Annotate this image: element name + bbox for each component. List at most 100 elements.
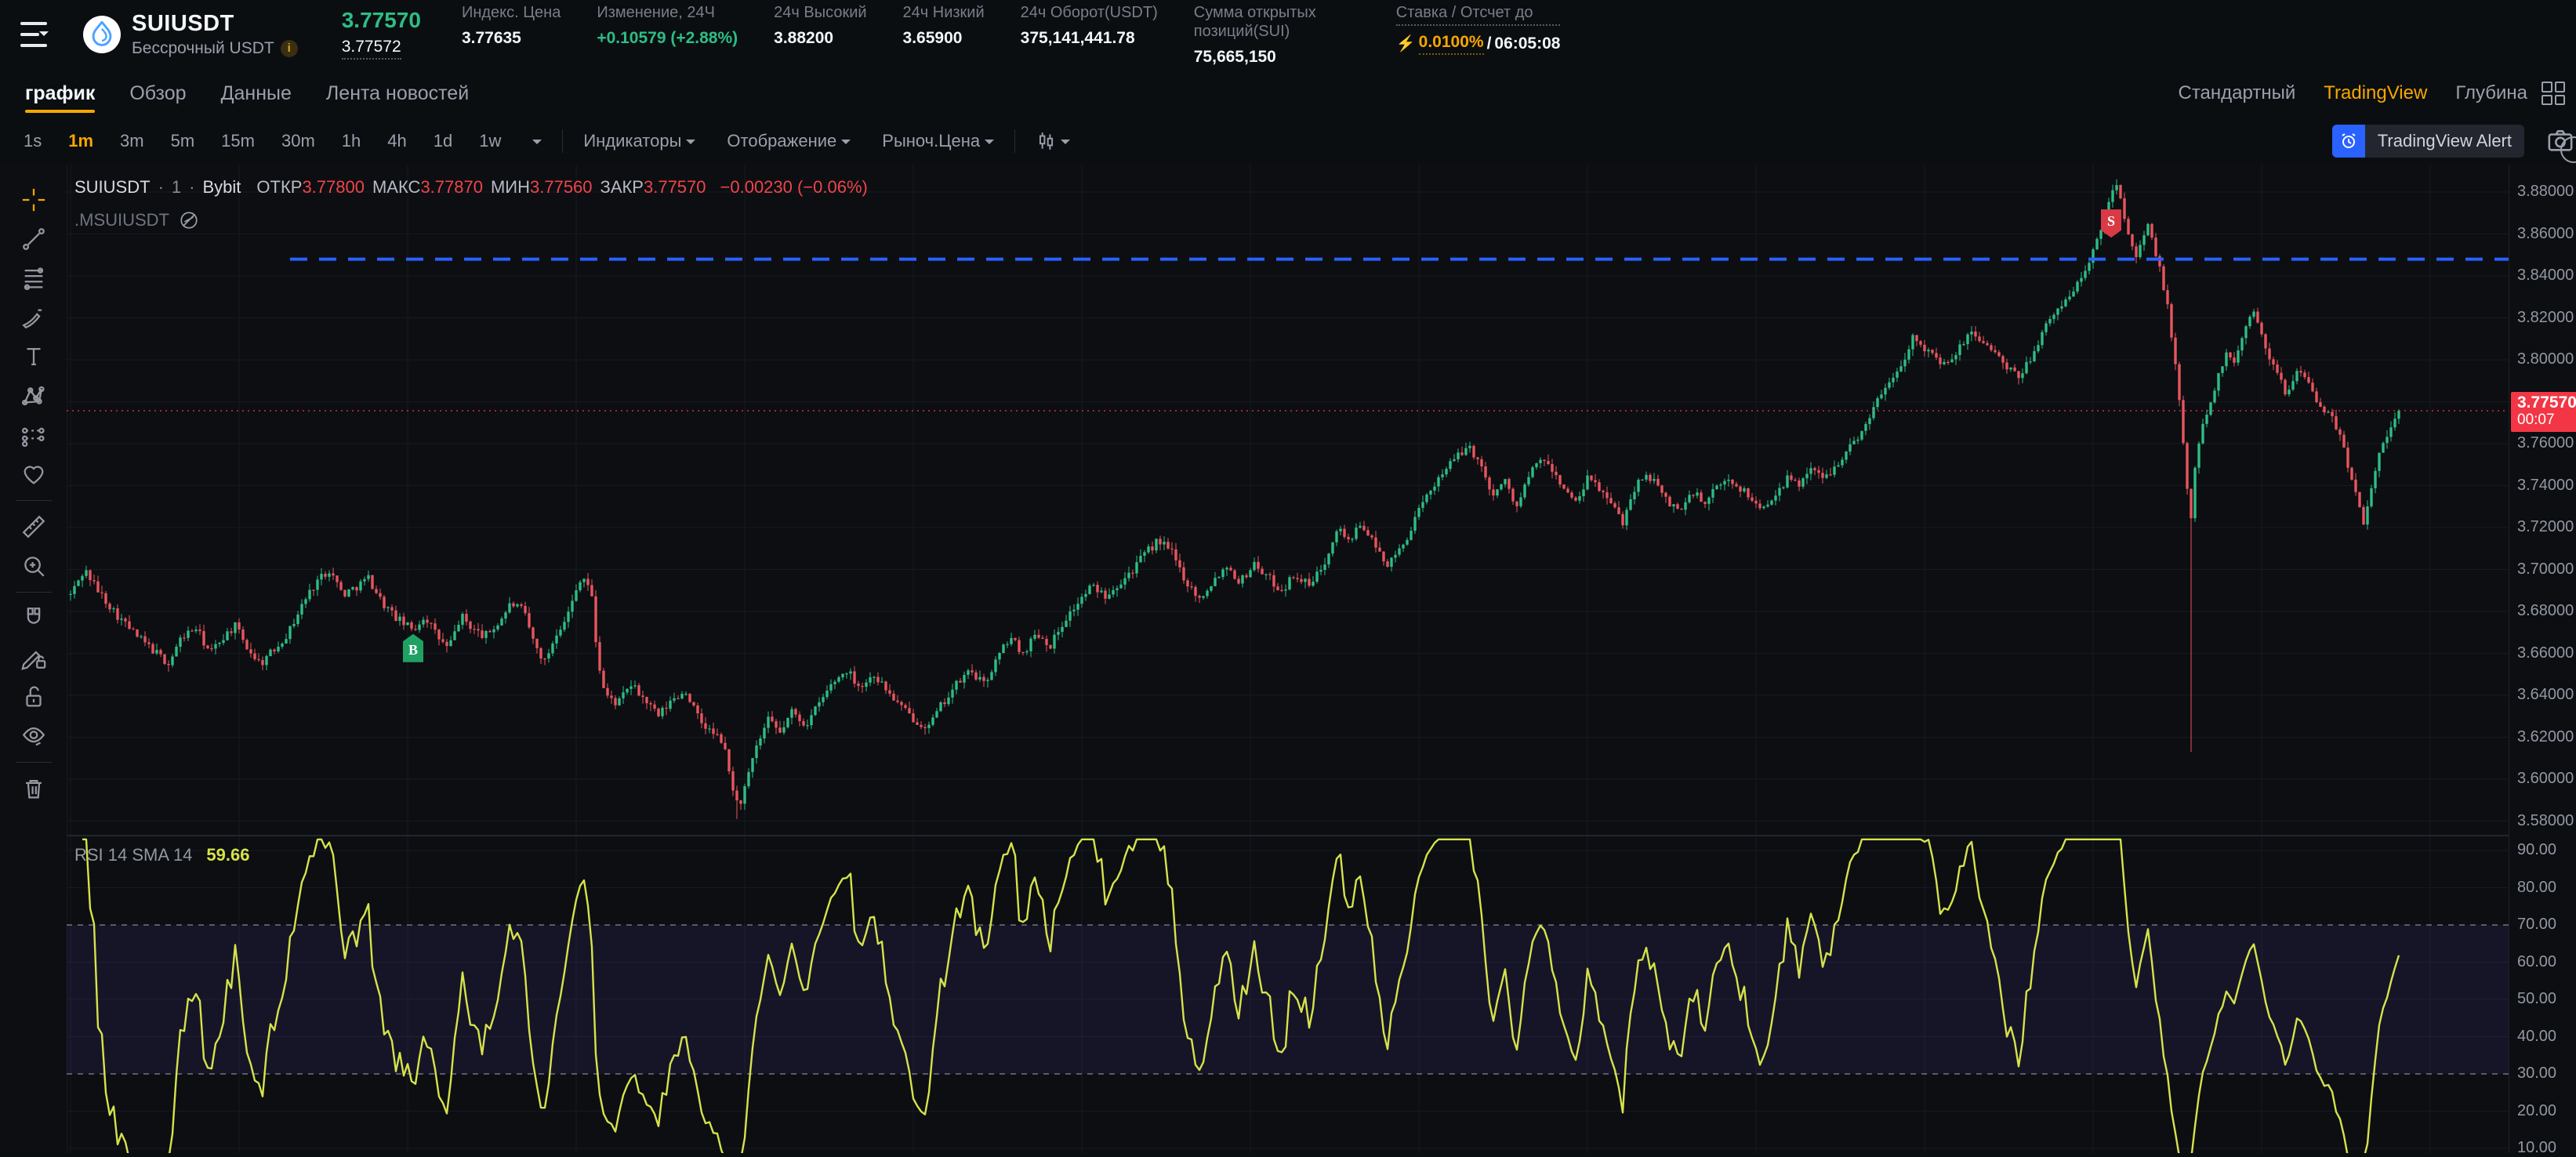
menu-1[interactable]: Индикаторы (583, 131, 696, 151)
price-axis[interactable]: 3.880003.860003.840003.820003.800003.780… (2509, 165, 2576, 1156)
xabcd-pattern-icon[interactable] (12, 376, 56, 415)
price-tick: 3.62000 (2517, 727, 2574, 745)
unlock-icon[interactable] (12, 677, 56, 716)
last-price-tag: 3.77570 00:07 (2511, 392, 2576, 432)
forecast-icon[interactable] (12, 415, 56, 455)
legend-exchange: Bybit (202, 177, 241, 197)
fib-retracement-icon[interactable] (12, 259, 56, 298)
screenshot-icon[interactable] (2545, 125, 2576, 163)
rsi-tick: 30.00 (2517, 1065, 2557, 1082)
text-tool-icon[interactable] (12, 337, 56, 376)
trendline-icon[interactable] (12, 219, 56, 259)
price-tick: 3.86000 (2517, 224, 2574, 242)
brush-icon[interactable] (12, 298, 56, 337)
header-stat: Индекс. Цена 3.77635 (462, 3, 561, 48)
rsi-tick: 20.00 (2517, 1101, 2557, 1119)
interval-1s[interactable]: 1s (24, 131, 42, 151)
interval-1w[interactable]: 1w (479, 131, 502, 151)
view-mode-2[interactable]: TradingView (2324, 82, 2428, 103)
alarm-clock-icon (2331, 125, 2365, 158)
view-mode-3[interactable]: Глубина (2455, 82, 2527, 103)
ruler-icon[interactable] (12, 507, 56, 546)
hidden-series-legend[interactable]: .MSUIUSDT (74, 210, 199, 230)
tradingview-alert-button[interactable]: TradingView Alert (2331, 125, 2524, 158)
hide-drawings-icon[interactable] (12, 716, 56, 756)
symbol-title[interactable]: SUIUSDT (132, 10, 234, 36)
header-stat: 24ч Низкий 3.65900 (903, 3, 985, 48)
draw-lock-icon[interactable] (12, 638, 56, 677)
menu-icon[interactable] (20, 22, 52, 47)
interval-3m[interactable]: 3m (120, 131, 144, 151)
last-price: 3.77570 (341, 8, 421, 32)
funding-countdown: 06:05:08 (1494, 34, 1561, 53)
info-icon[interactable]: i (280, 39, 298, 57)
funding-rate[interactable]: 0.0100% (1418, 33, 1484, 55)
crosshair-icon[interactable] (12, 180, 56, 219)
zoom-in-icon[interactable] (12, 546, 56, 586)
price-tick: 3.88000 (2517, 183, 2574, 200)
header: SUIUSDT Бессрочный USDT i 3.77570 3.77572… (0, 0, 2576, 70)
legend-symbol: SUIUSDT (74, 177, 151, 197)
tab-2[interactable]: Обзор (129, 82, 187, 104)
sui-logo (83, 16, 121, 53)
interval-4h[interactable]: 4h (387, 131, 407, 151)
chart-legend[interactable]: SUIUSDT · 1 · Bybit ОТКР 3.77800 МАКС 3.778… (74, 177, 868, 197)
stat-value: +0.10579 (+2.88%) (597, 28, 738, 47)
alert-button-label: TradingView Alert (2377, 131, 2512, 151)
price-tick: 3.82000 (2517, 308, 2574, 326)
price-tick: 3.84000 (2517, 267, 2574, 284)
mark-price[interactable]: 3.77572 (341, 38, 401, 60)
rsi-tick: 60.00 (2517, 952, 2557, 970)
lightning-icon: ⚡ (1395, 35, 1416, 53)
stat-label: 24ч Высокий (774, 3, 867, 21)
view-mode-1[interactable]: Стандартный (2178, 82, 2296, 103)
chart-style-button[interactable] (1036, 131, 1071, 151)
chart-toolbar: 1s 1m 3m 5m 15m 30m 1h 4h 1d 1w Индикаторы Отображ… (0, 118, 2576, 165)
header-stat: 24ч Высокий 3.88200 (774, 3, 866, 48)
price-tick: 3.58000 (2517, 811, 2574, 829)
stat-value: 75,665,150 (1193, 47, 1276, 66)
tab-3[interactable]: Данные (220, 82, 292, 104)
tab-1[interactable]: график (25, 69, 96, 118)
price-tick: 3.72000 (2517, 518, 2574, 535)
plot-area[interactable] (67, 165, 2509, 1153)
drawing-toolbar (0, 165, 67, 1153)
interval-15m[interactable]: 15m (221, 131, 255, 151)
favorites-heart-icon[interactable] (12, 455, 56, 494)
stat-label: 24ч Низкий (902, 3, 985, 21)
price-tick: 3.66000 (2517, 644, 2574, 662)
interval-1h[interactable]: 1h (341, 131, 361, 151)
tab-4[interactable]: Лента новостей (325, 82, 470, 104)
stat-value: 375,141,441.78 (1020, 28, 1135, 47)
remove-drawings-icon[interactable] (12, 769, 56, 808)
price-tick: 3.60000 (2517, 770, 2574, 787)
rsi-legend[interactable]: RSI 14 SMA 14 59.66 (74, 845, 249, 865)
contract-type-label: Бессрочный USDT (132, 38, 274, 57)
eye-off-icon[interactable] (179, 210, 199, 230)
stat-label[interactable]: Ставка / Отсчет до (1395, 3, 1561, 26)
menu-3[interactable]: Рыноч.Цена (882, 131, 995, 151)
rsi-tick: 70.00 (2517, 916, 2557, 933)
interval-1m[interactable]: 1m (68, 131, 94, 151)
depth-grid-icon[interactable] (2542, 82, 2565, 105)
legend-change: −0.00230 (−0.06%) (720, 177, 868, 197)
menu-2[interactable]: Отображение (727, 131, 851, 151)
menu-group: Индикаторы Отображение Рыноч.Цена (583, 131, 995, 151)
page-tabs: график Обзор Данные Лента новостей (25, 69, 469, 118)
rsi-title: RSI 14 SMA 14 (74, 845, 193, 865)
magnet-icon[interactable] (12, 599, 56, 638)
legend-interval: 1 (171, 177, 182, 197)
rsi-value: 59.66 (206, 845, 250, 865)
interval-5m[interactable]: 5m (170, 131, 195, 151)
interval-30m[interactable]: 30m (281, 131, 315, 151)
view-modes: Стандартный TradingView Глубина (2179, 82, 2528, 104)
price-tick: 3.76000 (2517, 434, 2574, 452)
header-stats: Индекс. Цена 3.77635 Изменение, 24Ч +0.1057… (462, 3, 1561, 67)
interval-1d[interactable]: 1d (433, 131, 453, 151)
legend-ohlc: ОТКР 3.77800 МАКС 3.77870 МИН 3.77560 ЗАКР 3.77… (256, 177, 706, 197)
candles-icon (1039, 132, 1054, 150)
stat-label: Изменение, 24Ч (597, 3, 715, 21)
stat-label: Индекс. Цена (461, 3, 561, 21)
settings-icon-partial[interactable] (2560, 136, 2576, 163)
rsi-tick: 90.00 (2517, 841, 2557, 858)
